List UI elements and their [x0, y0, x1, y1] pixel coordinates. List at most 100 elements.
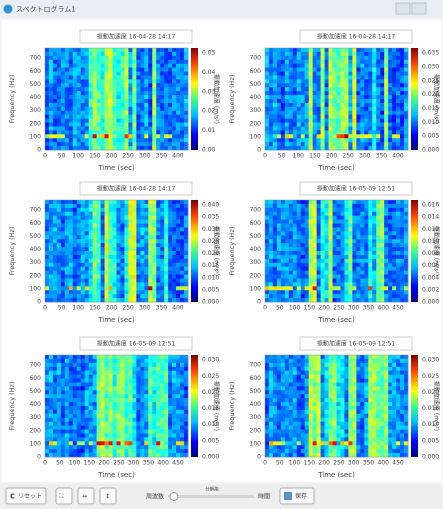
- heatmap-cell: [53, 130, 57, 134]
- heatmap-cell: [144, 123, 148, 127]
- heatmap-cell: [124, 134, 128, 138]
- heatmap-cell: [340, 119, 344, 123]
- heatmap-cell: [380, 286, 384, 290]
- heatmap-cell: [301, 216, 305, 220]
- heatmap-cell: [81, 126, 85, 130]
- heatmap-cell: [321, 243, 325, 247]
- heatmap-cell: [404, 68, 408, 72]
- heatmap-cell: [49, 414, 53, 418]
- heatmap-cell: [180, 286, 184, 290]
- heatmap-cell: [301, 91, 305, 95]
- heatmap-cell: [117, 255, 121, 259]
- colorbar-label: 振動加速度 (m/s²): [213, 74, 221, 124]
- heatmap-cell: [136, 275, 140, 279]
- heatmap-cell: [317, 294, 321, 298]
- heatmap-cell: [368, 290, 372, 294]
- slider-thumb[interactable]: [170, 493, 178, 501]
- heatmap-cell: [65, 386, 69, 390]
- reset-button[interactable]: C リセット: [6, 488, 46, 504]
- heatmap-cell: [384, 239, 388, 243]
- heatmap-cell: [93, 259, 97, 263]
- heatmap-cell: [136, 200, 140, 204]
- heatmap-cell: [297, 294, 301, 298]
- heatmap-cell: [392, 275, 396, 279]
- heatmap-cell: [65, 212, 69, 216]
- heatmap-cell: [273, 402, 277, 406]
- heatmap-cell: [269, 95, 273, 99]
- heatmap-cell: [380, 220, 384, 224]
- minimize-button[interactable]: [396, 3, 410, 14]
- slider-track[interactable]: [168, 495, 254, 498]
- heatmap-cell: [160, 91, 164, 95]
- colorbar-tick-label: 0.030: [202, 357, 219, 364]
- heatmap-cell: [372, 220, 376, 224]
- heatmap-cell: [281, 56, 285, 60]
- heatmap-cell: [372, 263, 376, 267]
- heatmap-cell: [325, 200, 329, 204]
- heatmap-cell: [301, 278, 305, 282]
- heatmap-cell: [65, 390, 69, 394]
- heatmap-cell: [81, 95, 85, 99]
- heatmap-cell: [69, 126, 73, 130]
- x-tick-label: 250: [122, 305, 134, 312]
- heatmap-cell: [144, 267, 148, 271]
- heatmap-cell: [113, 414, 117, 418]
- heatmap-cell: [45, 410, 49, 414]
- heatmap-cell: [364, 220, 368, 224]
- heatmap-cell: [376, 83, 380, 87]
- heatmap-cell: [333, 48, 337, 52]
- heatmap-cell: [356, 115, 360, 119]
- heatmap-cell: [140, 79, 144, 83]
- heatmap-cell: [384, 75, 388, 79]
- heatmap-cell: [289, 48, 293, 52]
- heatmap-cell: [176, 123, 180, 127]
- heatmap-cell: [93, 445, 97, 449]
- heatmap-cell: [337, 251, 341, 255]
- heatmap-cell: [124, 239, 128, 243]
- heatmap-cell: [45, 430, 49, 434]
- heatmap-cell: [376, 107, 380, 111]
- heatmap-cell: [77, 95, 81, 99]
- heatmap-cell: [285, 235, 289, 239]
- heatmap-cell: [132, 290, 136, 294]
- heatmap-cell: [113, 142, 117, 146]
- heatmap-cell: [113, 278, 117, 282]
- maximize-button[interactable]: [412, 3, 426, 14]
- heatmap-cell: [364, 271, 368, 275]
- heatmap-cell: [269, 275, 273, 279]
- heatmap-cell: [344, 146, 348, 150]
- heatmap-cell: [285, 282, 289, 286]
- heatmap-cell: [160, 220, 164, 224]
- heatmap-cell: [85, 87, 89, 91]
- heatmap-cell: [85, 422, 89, 426]
- heatmap-cell: [45, 52, 49, 56]
- heatmap-cell: [109, 298, 113, 302]
- heatmap-cell: [156, 56, 160, 60]
- heatmap-cell: [93, 115, 97, 119]
- heatmap-cell: [329, 290, 333, 294]
- heatmap-cell: [117, 294, 121, 298]
- heatmap-cell: [132, 119, 136, 123]
- heatmap-cell: [305, 134, 309, 138]
- heatmap-cell: [89, 445, 93, 449]
- heatmap-cell: [57, 398, 61, 402]
- heatmap-cell: [333, 263, 337, 267]
- heatmap-cell: [293, 119, 297, 123]
- heatmap-cell: [69, 251, 73, 255]
- heatmap-cell: [277, 95, 281, 99]
- heatmap-cell: [384, 91, 388, 95]
- heatmap-cell: [160, 146, 164, 150]
- save-button[interactable]: 保存: [280, 488, 314, 504]
- heatmap-cell: [348, 103, 352, 107]
- heatmap-cell: [128, 294, 132, 298]
- heatmap-cell: [388, 263, 392, 267]
- heatmap-cell: [124, 247, 128, 251]
- heatmap-cell: [69, 247, 73, 251]
- heatmap-cell: [301, 130, 305, 134]
- heatmap-cell: [269, 60, 273, 64]
- heatmap-cell: [148, 220, 152, 224]
- heatmap-cell: [57, 99, 61, 103]
- heatmap-cell: [337, 48, 341, 52]
- heatmap-cell: [49, 441, 53, 445]
- heatmap-cell: [109, 220, 113, 224]
